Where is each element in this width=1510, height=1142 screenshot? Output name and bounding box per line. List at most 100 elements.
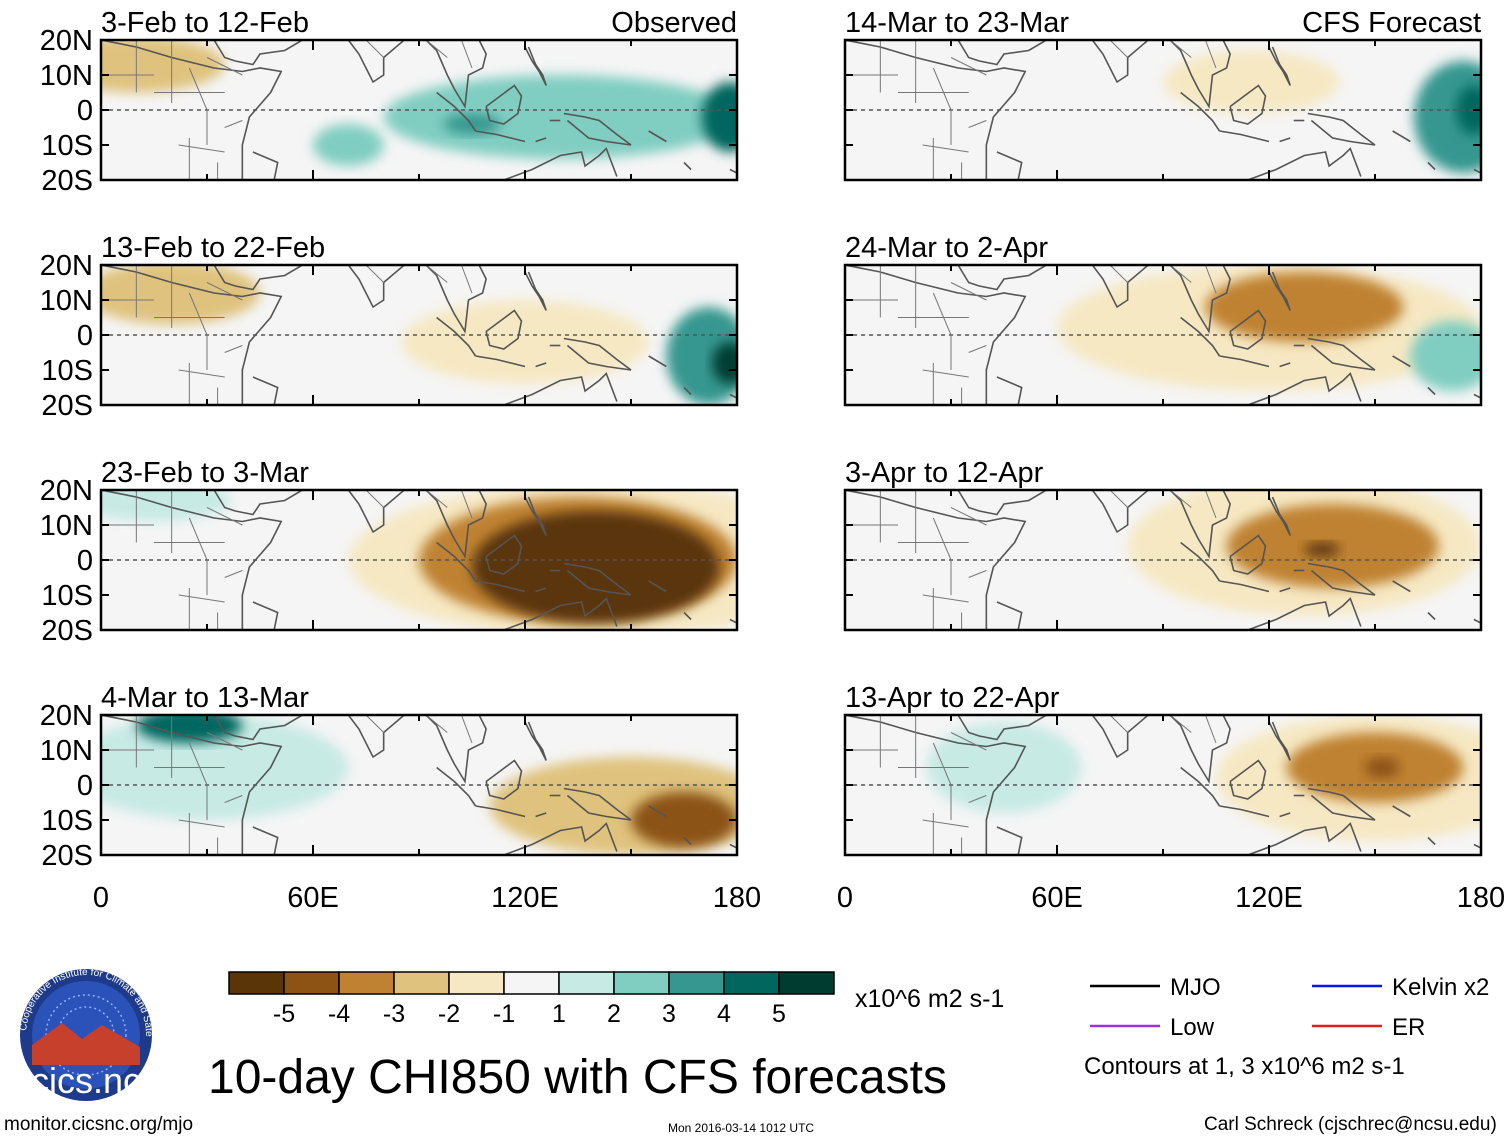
coastline [1219,805,1270,818]
country-border [932,292,952,370]
colorbar-label: -3 [383,1000,405,1028]
anomaly-region [1163,50,1340,114]
coastline [648,130,667,143]
coastline [683,836,692,846]
country-border [968,795,987,803]
country-border [206,732,243,751]
x-tick-label: 180 [1457,882,1505,914]
coastline [1279,587,1291,593]
panel-period-label: 23-Feb to 3-Mar [101,457,309,489]
anomaly-region [926,722,1082,813]
anomaly-region [472,511,720,623]
y-tick-label: 0 [77,320,93,352]
anomaly-region [401,300,649,384]
coastline [957,265,1047,291]
colorbar-swatch [448,971,505,995]
y-tick-label: 10S [41,130,93,162]
coastline [503,372,618,405]
coastline [535,137,547,143]
coastline [1046,265,1231,334]
country-border [922,369,969,378]
country-border [1109,715,1129,733]
anomaly-region [1410,321,1481,391]
y-tick-label: 20N [40,475,93,507]
x-tick-label: 0 [93,882,109,914]
coastline [475,805,526,818]
legend-label: MJO [1170,974,1221,1001]
country-border [206,282,243,301]
panel-period-label: 3-Apr to 12-Apr [845,457,1044,489]
country-border [1109,490,1129,508]
colorbar-label: -4 [328,1000,350,1028]
coastline [524,46,547,86]
colorbar-label: 5 [772,1000,786,1028]
y-tick-label: 20N [40,700,93,732]
coastline [535,362,547,368]
colorbar-label: 4 [717,1000,731,1028]
coastline [1427,161,1436,171]
coastline [1180,91,1221,132]
x-tick-label: 120E [491,882,559,914]
map-panel: 13-Apr to 22-Apr 0 60E 120E 180 [837,682,1505,914]
country-border [178,594,225,603]
coastline [1046,490,1231,559]
colorbar-swatch [393,971,450,995]
country-border [1204,490,1217,519]
coastline [436,316,477,357]
coastline [1307,112,1376,146]
country-border [206,507,243,526]
country-border [968,570,987,578]
coastline [1392,580,1411,593]
coastline [1229,84,1267,125]
coastline [1307,337,1376,371]
coastline [252,151,279,180]
colorbar-label: -1 [493,1000,515,1028]
colorbar-swatch [668,971,725,995]
anomaly-region [631,792,737,848]
coastline [1427,386,1436,396]
coastline [996,376,1023,405]
country-border [950,282,987,301]
coastline [1180,316,1221,357]
country-border [365,490,385,508]
coastline [101,490,283,630]
country-border [932,742,952,820]
country-border [365,265,385,283]
country-border [1169,40,1192,58]
coastline [957,490,1047,516]
country-border [1204,715,1217,744]
legend-label: ER [1392,1014,1425,1041]
coastline [503,822,618,855]
y-tick-label: 0 [77,770,93,802]
country-border [365,715,385,733]
colorbar-swatch [503,971,560,995]
coastline [475,355,526,368]
coastline [535,812,547,818]
logo-text: cics.nc [31,1060,141,1101]
country-border [1169,715,1192,733]
coastline [252,601,279,630]
country-border [950,732,987,751]
coastline [302,715,487,784]
coastline [1268,721,1291,761]
x-tick-label: 60E [1031,882,1083,914]
y-tick-label: 0 [77,95,93,127]
map-panel: 24-Mar to 2-Apr [843,232,1483,407]
panel-period-label: 13-Feb to 22-Feb [101,232,325,264]
country-border [425,40,448,58]
coastline [1229,759,1267,800]
coastline [1219,130,1270,143]
y-tick-label: 20S [41,165,93,197]
colorbar-label: 1 [552,1000,566,1028]
panel-period-label: 13-Apr to 22-Apr [845,682,1060,714]
anomaly-region [666,307,737,405]
country-border [188,742,208,820]
country-border [224,345,243,353]
country-border [188,517,208,595]
country-border [1204,40,1217,69]
colorbar-swatch [283,971,340,995]
coastline [101,265,283,405]
coastline [1046,40,1231,109]
anomaly-region [1304,542,1340,557]
